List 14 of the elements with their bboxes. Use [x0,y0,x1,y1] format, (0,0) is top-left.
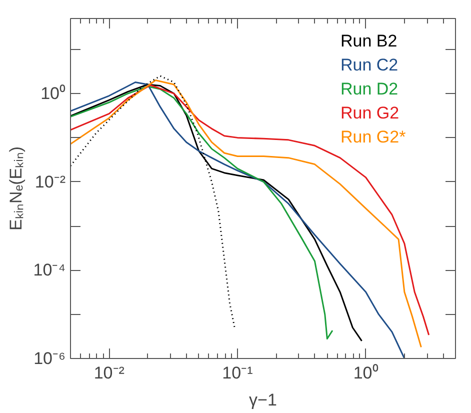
series-label: Run G2 [340,104,400,122]
y-tick-label: 10⁻⁶ [34,349,66,368]
y-tick-label: 10⁻² [34,172,66,192]
x-axis-title: γ−1 [249,390,277,410]
y-axis-title: EₖᵢₙNₑ(Eₖᵢₙ) [6,146,26,230]
text: Run C2 [340,56,398,74]
x-tick-label: 10⁻² [94,364,125,382]
y-tick-label: 10⁰ [40,84,66,104]
text: Run D2 [340,80,398,98]
series-label: Run G2* [340,128,406,146]
x-tick-label: 10⁰ [353,364,378,382]
x-tick-label: 10⁻¹ [222,364,254,382]
y-tick-label: 10⁻⁴ [33,260,66,280]
text: Run B2 [340,32,398,50]
